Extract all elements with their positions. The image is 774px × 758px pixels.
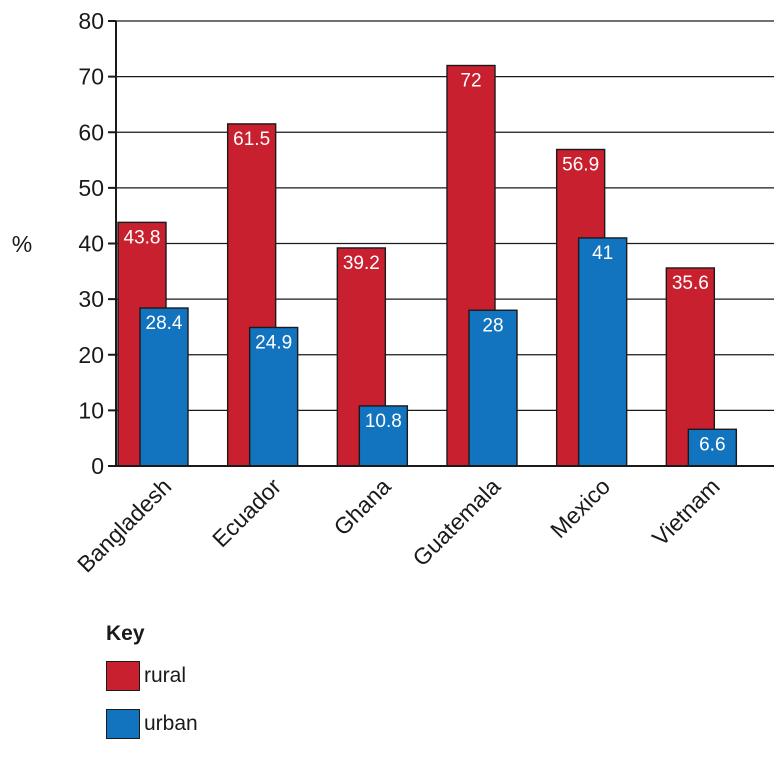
data-label-urban: 24.9	[255, 332, 292, 353]
x-tick-label: Guatemala	[407, 473, 505, 571]
data-label-urban: 41	[592, 243, 613, 264]
data-label-rural: 56.9	[562, 154, 599, 175]
legend-label-rural: rural	[144, 664, 187, 687]
x-tick-label: Bangladesh	[72, 473, 176, 577]
y-tick-label: 30	[78, 286, 104, 312]
legend-label-urban: urban	[144, 712, 198, 735]
data-label-rural: 35.6	[672, 273, 709, 294]
data-label-rural: 43.8	[124, 227, 161, 248]
bar-urban	[139, 307, 189, 467]
y-tick-label: 70	[78, 64, 104, 90]
bar-chart: 0 10 20 30 40 50 60 70 80% 43.8 28.4 Bangladesh 61.5…	[12, 8, 774, 577]
y-tick-label: 50	[78, 175, 104, 201]
y-tick-label: 60	[78, 119, 104, 145]
y-axis-label: %	[12, 231, 32, 257]
x-tick-label: Mexico	[545, 473, 615, 543]
legend-swatch-rural	[106, 661, 140, 691]
y-tick-label: 20	[78, 342, 104, 368]
legend: Key rural urban	[106, 622, 198, 756]
bar-urban	[358, 405, 409, 467]
data-label-urban: 6.6	[699, 434, 725, 455]
data-label-rural: 72	[460, 71, 481, 92]
legend-item-urban: urban	[106, 708, 198, 740]
x-tick-label: Vietnam	[647, 473, 725, 551]
legend-swatch-urban	[106, 709, 140, 739]
data-label-urban: 28	[482, 315, 503, 336]
bar-urban	[577, 237, 628, 467]
data-label-urban: 28.4	[146, 313, 183, 334]
y-tick-label: 40	[78, 231, 104, 257]
bar-urban	[468, 309, 518, 467]
bar-urban	[248, 326, 299, 467]
y-tick-label: 10	[78, 397, 104, 423]
y-tick-label: 0	[91, 453, 104, 479]
legend-title: Key	[106, 622, 145, 645]
data-label-urban: 10.8	[365, 411, 402, 432]
x-tick-label: Ecuador	[207, 473, 286, 552]
data-label-rural: 61.5	[233, 129, 270, 150]
legend-item-rural: rural	[106, 660, 198, 692]
bar-urban	[687, 428, 738, 467]
x-tick-label: Ghana	[328, 473, 395, 540]
data-label-rural: 39.2	[343, 253, 380, 274]
y-tick-label: 80	[78, 8, 104, 34]
